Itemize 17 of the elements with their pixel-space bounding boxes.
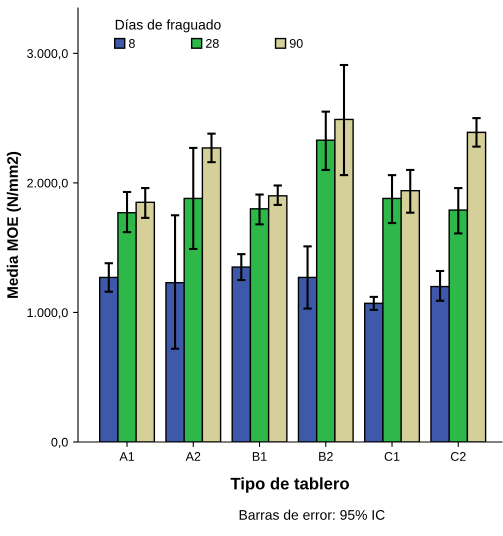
legend-title: Días de fraguado [116,19,221,32]
y-tick-label: 2.000,0 [27,178,68,190]
x-tick-label: C2 [450,452,466,461]
x-tick-label: B1 [252,452,267,461]
legend-label: 28 [206,39,219,48]
y-axis-title: Media MOE (N/mm2) [6,152,22,298]
y-tick-label: 1.000,0 [28,308,68,319]
x-axis-title: Tipo de tablero [230,477,349,493]
x-tick-label: C1 [384,452,400,461]
x-tick-label: A2 [186,452,200,461]
legend-label: 90 [290,39,303,48]
x-tick-label: B2 [319,452,333,461]
legend-label: 8 [128,39,135,48]
y-tick-label: 3.000,0 [27,49,68,60]
x-tick-label: A1 [119,452,134,461]
text: Barras de error: 95% IC [240,510,385,520]
y-tick-label: 0,0 [51,438,68,448]
